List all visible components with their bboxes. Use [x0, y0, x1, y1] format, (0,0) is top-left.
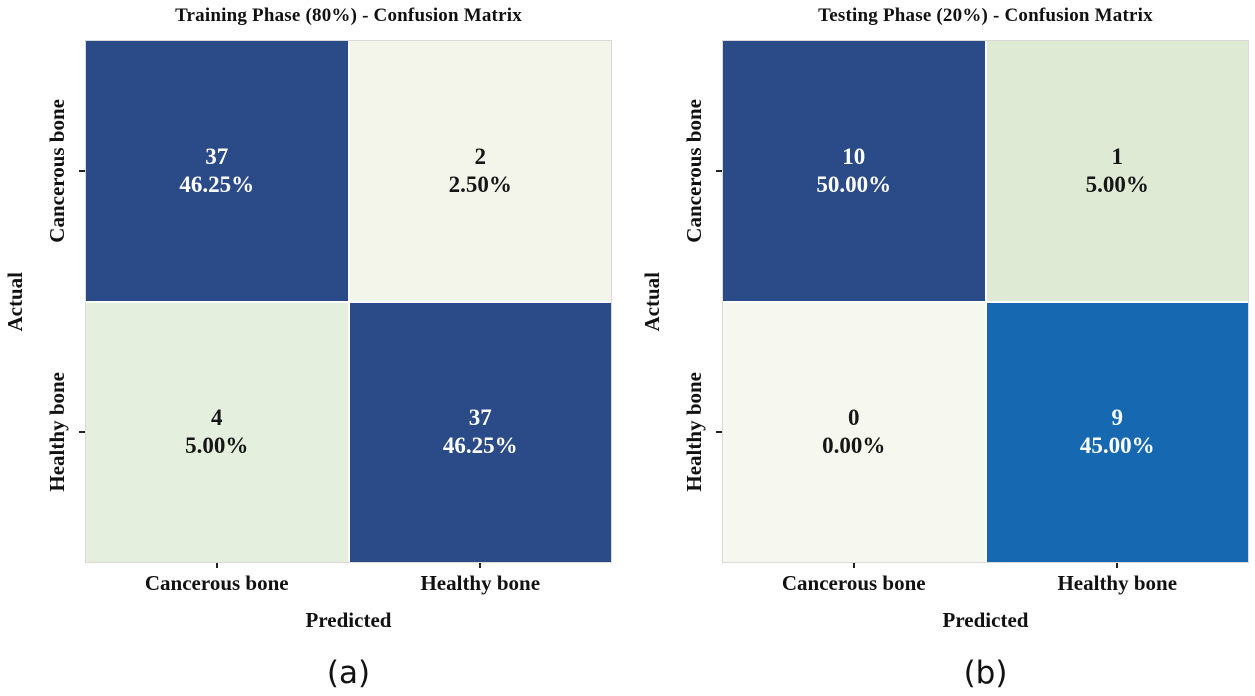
x-tick-healthy-bone: Healthy bone — [986, 563, 1250, 599]
x-tick-labels: Cancerous bone Healthy bone — [85, 563, 612, 599]
cell-count: 2 — [474, 143, 487, 169]
y-axis-label-container: Actual — [637, 40, 667, 563]
cell-count: 37 — [205, 143, 229, 169]
y-tick-label: Cancerous bone — [45, 98, 69, 243]
y-tick-labels: Cancerous bone Healthy bone — [30, 40, 85, 563]
panel-label-b: (b) — [963, 655, 1008, 691]
y-tick-healthy-bone: Healthy bone — [30, 302, 85, 564]
cell-actual-healthy-pred-healthy: 9 45.00% — [986, 302, 1248, 562]
x-tick-cancerous-bone: Cancerous bone — [722, 563, 986, 599]
y-tick-label: Healthy bone — [45, 372, 69, 493]
cell-percent: 46.25% — [442, 433, 518, 459]
cell-count: 1 — [1111, 143, 1124, 169]
panel-label-a: (a) — [326, 655, 371, 691]
y-tick-cancerous-bone: Cancerous bone — [30, 40, 85, 302]
cell-percent: 50.00% — [816, 171, 892, 197]
cell-percent: 0.00% — [822, 433, 886, 459]
cell-actual-healthy-pred-cancerous: 4 5.00% — [86, 302, 348, 562]
cell-actual-healthy-pred-cancerous: 0 0.00% — [723, 302, 985, 562]
y-axis-label: Actual — [639, 271, 664, 332]
confusion-matrix-panel-training: Training Phase (80%) - Confusion Matrix … — [0, 2, 618, 696]
x-tick-labels: Cancerous bone Healthy bone — [722, 563, 1249, 599]
cell-percent: 5.00% — [1085, 171, 1149, 197]
cell-percent: 46.25% — [179, 171, 255, 197]
cell-actual-cancerous-pred-healthy: 1 5.00% — [986, 41, 1248, 301]
cell-percent: 2.50% — [448, 171, 512, 197]
cell-percent: 5.00% — [185, 433, 249, 459]
x-axis-label: Predicted — [942, 607, 1029, 632]
y-tick-label: Healthy bone — [682, 372, 706, 493]
cell-count: 9 — [1111, 405, 1124, 431]
cell-count: 0 — [848, 405, 860, 431]
cell-actual-cancerous-pred-healthy: 2 2.50% — [349, 41, 611, 301]
cell-count: 37 — [468, 405, 492, 431]
confusion-matrix-grid: 37 46.25% 2 2.50% 4 5.00% 37 46.25% — [85, 40, 612, 563]
y-tick-healthy-bone: Healthy bone — [667, 302, 722, 564]
x-axis-label: Predicted — [305, 607, 392, 632]
cell-actual-healthy-pred-healthy: 37 46.25% — [349, 302, 611, 562]
y-axis-label-container: Actual — [0, 40, 30, 563]
confusion-matrix-grid: 10 50.00% 1 5.00% 0 0.00% 9 45.00% — [722, 40, 1249, 563]
cell-count: 10 — [842, 143, 866, 169]
chart-title: Testing Phase (20%) - Confusion Matrix — [818, 5, 1153, 26]
x-tick-cancerous-bone: Cancerous bone — [85, 563, 349, 599]
y-axis-label: Actual — [2, 271, 27, 332]
y-tick-labels: Cancerous bone Healthy bone — [667, 40, 722, 563]
cell-percent: 45.00% — [1079, 433, 1155, 459]
confusion-matrix-panel-testing: Testing Phase (20%) - Confusion Matrix A… — [637, 2, 1255, 696]
cell-actual-cancerous-pred-cancerous: 37 46.25% — [86, 41, 348, 301]
y-tick-cancerous-bone: Cancerous bone — [667, 40, 722, 302]
x-tick-healthy-bone: Healthy bone — [349, 563, 613, 599]
cell-count: 4 — [211, 405, 223, 431]
y-tick-label: Cancerous bone — [682, 98, 706, 243]
cell-actual-cancerous-pred-cancerous: 10 50.00% — [723, 41, 985, 301]
chart-title: Training Phase (80%) - Confusion Matrix — [175, 5, 522, 26]
